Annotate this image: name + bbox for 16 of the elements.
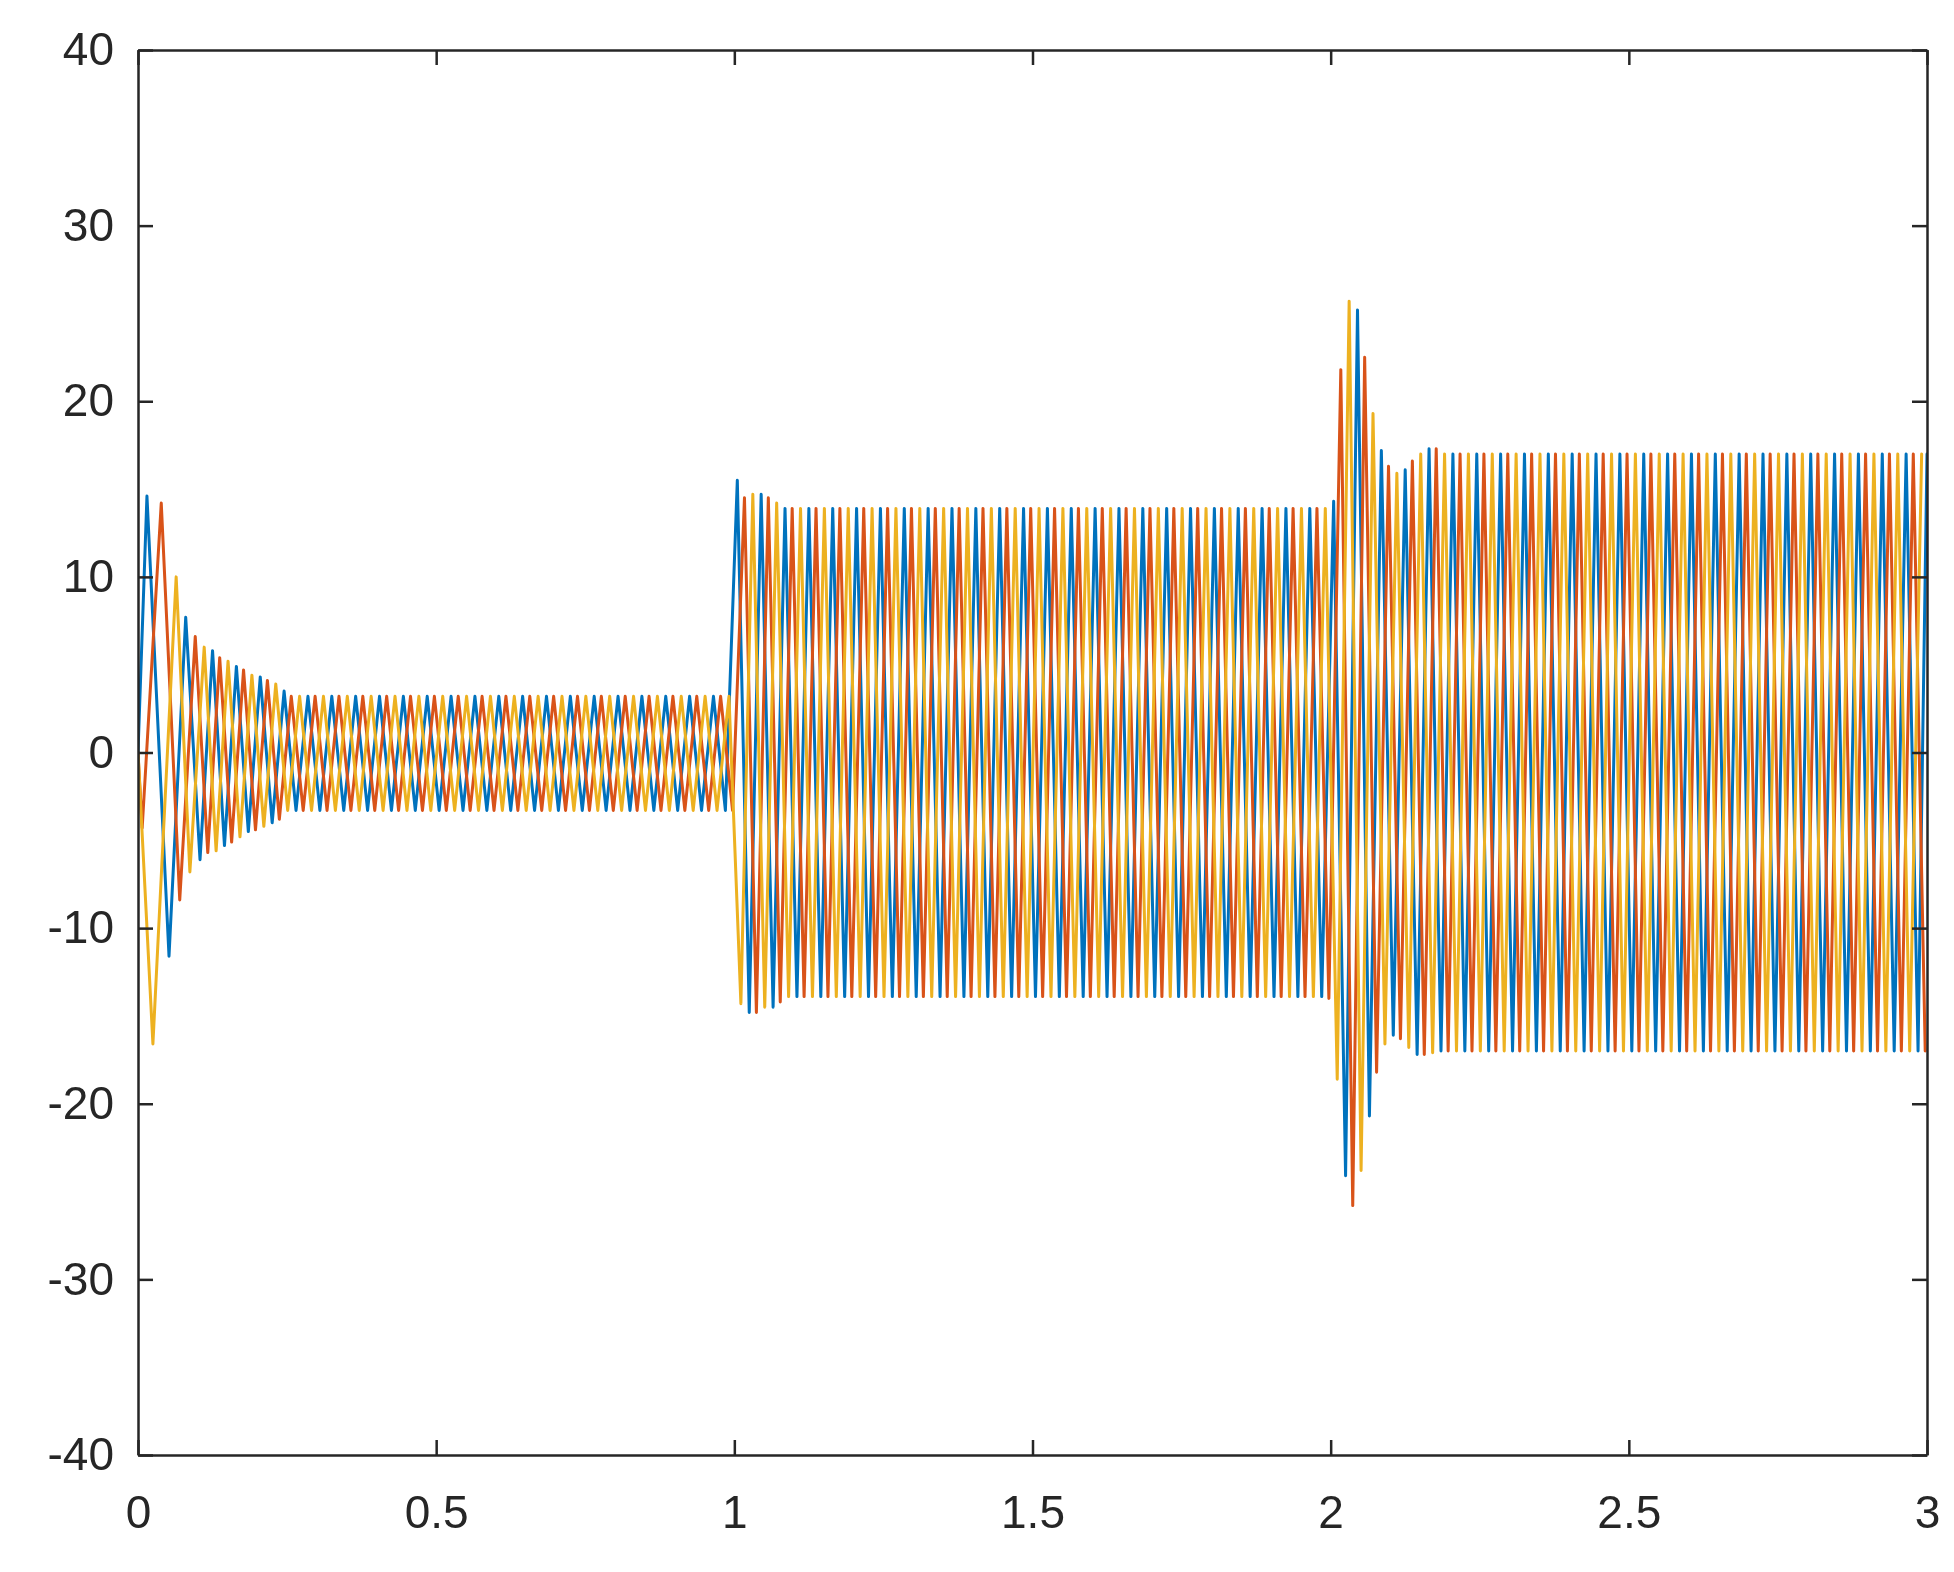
x-tick-label: 0	[125, 1485, 152, 1538]
y-tick-label: -10	[47, 901, 114, 954]
y-tick-label: 40	[62, 23, 114, 76]
y-tick-label: -20	[47, 1076, 114, 1129]
x-tick-label: 1.5	[1001, 1485, 1065, 1538]
x-tick-label: 2	[1318, 1485, 1344, 1538]
y-tick-label: -40	[47, 1428, 114, 1481]
x-tick-label: 1	[722, 1485, 748, 1538]
x-tick-label: 2.5	[1597, 1485, 1662, 1538]
y-tick-label: 0	[88, 725, 114, 778]
x-tick-label: 3	[1914, 1485, 1941, 1538]
x-tick-label: 0.5	[404, 1485, 469, 1538]
y-tick-label: 20	[62, 374, 114, 427]
y-tick-label: 10	[62, 550, 114, 603]
y-tick-label: 30	[62, 198, 114, 251]
y-tick-label: -30	[47, 1252, 114, 1305]
